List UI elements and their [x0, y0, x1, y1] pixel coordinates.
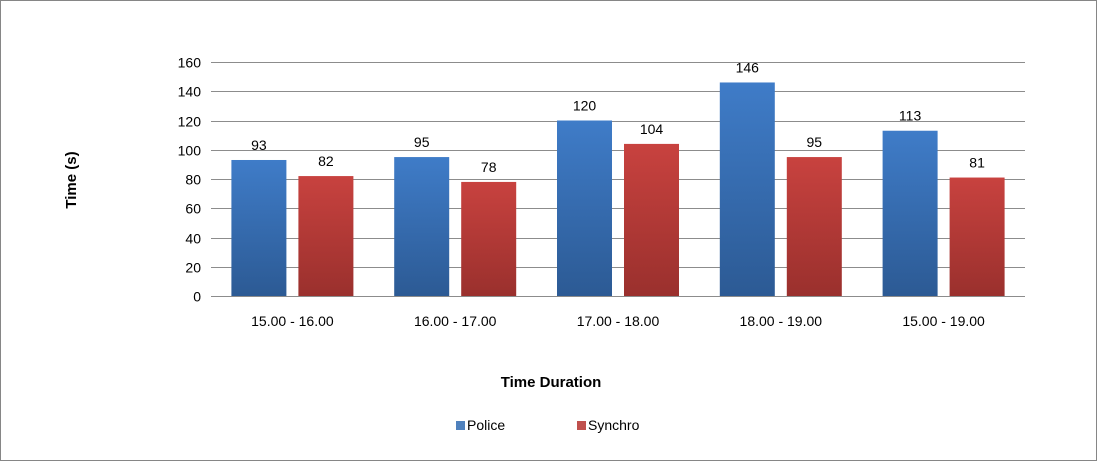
x-tick-label: 16.00 - 17.00: [414, 313, 497, 329]
x-tick-label: 18.00 - 19.00: [740, 313, 823, 329]
bar-synchro-1: [298, 176, 354, 296]
data-label-police-3: 120: [573, 98, 597, 114]
legend-label-synchro: Synchro: [588, 417, 640, 433]
data-label-police-2: 95: [414, 134, 430, 150]
y-tick-label: 140: [178, 84, 202, 100]
legend-item-police: Police: [456, 417, 505, 433]
y-axis-title: Time (s): [63, 151, 80, 208]
bar-police-2: [394, 157, 450, 296]
data-label-police-4: 146: [736, 59, 760, 75]
data-label-police-1: 93: [251, 137, 267, 153]
y-tick-label: 120: [178, 114, 202, 130]
legend-swatch-police: [456, 421, 465, 430]
y-tick-label: 160: [178, 55, 202, 71]
bar-police-4: [719, 82, 775, 296]
y-tick-label: 40: [185, 231, 201, 247]
data-label-synchro-1: 82: [318, 153, 334, 169]
x-axis-ticks: 15.00 - 16.00 16.00 - 17.00 17.00 - 18.00 1…: [251, 313, 985, 329]
x-tick-label: 15.00 - 16.00: [251, 313, 334, 329]
data-label-synchro-2: 78: [481, 159, 497, 175]
y-tick-label: 60: [185, 201, 201, 217]
y-axis-ticks: 0 20 40 60 80 100 120 140 160: [178, 55, 202, 305]
x-tick-label: 15.00 - 19.00: [902, 313, 985, 329]
bars: [231, 82, 1005, 296]
bar-police-3: [557, 120, 612, 296]
bar-synchro-3: [624, 143, 679, 296]
y-tick-label: 0: [193, 289, 201, 305]
y-tick-label: 100: [178, 143, 202, 159]
bar-synchro-5: [949, 177, 1005, 296]
x-tick-label: 17.00 - 18.00: [577, 313, 660, 329]
bar-synchro-4: [786, 157, 842, 296]
legend: Police Synchro: [456, 417, 640, 433]
bar-police-1: [231, 159, 287, 296]
data-label-police-5: 113: [899, 108, 922, 124]
legend-item-synchro: Synchro: [577, 417, 640, 433]
y-tick-label: 20: [185, 260, 201, 276]
bar-synchro-2: [461, 181, 517, 296]
data-label-synchro-3: 104: [640, 121, 664, 137]
bar-police-5: [882, 130, 938, 296]
legend-swatch-synchro: [577, 421, 586, 430]
y-tick-label: 80: [185, 172, 201, 188]
legend-label-police: Police: [467, 417, 505, 433]
x-axis-title: Time Duration: [501, 374, 602, 391]
data-labels: 93 82 95 78 120 104 146 95 113 81: [251, 59, 985, 174]
data-label-synchro-4: 95: [807, 134, 823, 150]
data-label-synchro-5: 81: [969, 155, 985, 171]
